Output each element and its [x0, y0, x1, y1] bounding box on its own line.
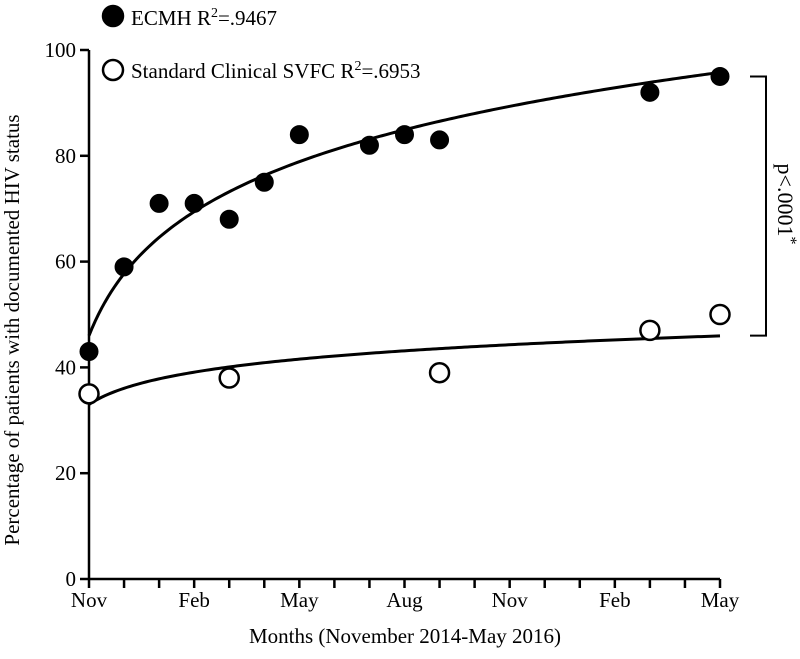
point-ecmh	[219, 209, 239, 229]
x-tick-label: May	[701, 588, 740, 612]
x-tick-label: May	[280, 588, 319, 612]
legend-svfc-name: Standard Clinical SVFC	[131, 59, 335, 83]
point-ecmh	[395, 125, 414, 145]
fit-curve-1	[88, 334, 721, 406]
legend-ecmh-r2: .9467	[230, 6, 277, 30]
point-ecmh	[254, 172, 274, 192]
legend-label-ecmh: ECMH R2=.9467	[131, 6, 277, 30]
point-ecmh	[359, 135, 379, 155]
point-svfc	[639, 319, 661, 342]
point-svfc	[218, 367, 240, 389]
y-tick-label: 80	[55, 144, 76, 168]
x-axis-title: Months (November 2014-May 2016)	[249, 624, 561, 648]
fit-curve-0	[87, 70, 721, 337]
point-ecmh	[114, 257, 134, 277]
data-points	[78, 66, 731, 405]
legend: ECMH R2=.9467 Standard Clinical SVFC R2=…	[101, 4, 421, 83]
point-ecmh	[640, 82, 660, 102]
x-tick-label: Feb	[178, 588, 210, 612]
point-ecmh	[430, 130, 450, 150]
y-axis-title: Percentage of patients with documented H…	[0, 114, 24, 545]
x-tick-label: Feb	[599, 588, 631, 612]
point-ecmh	[710, 66, 730, 86]
point-svfc	[709, 303, 731, 326]
y-tick-label: 100	[45, 38, 77, 62]
significance-annotation: p<.0001*	[750, 75, 799, 337]
point-svfc	[428, 361, 451, 384]
point-ecmh	[149, 193, 169, 213]
x-tick-label: Nov	[492, 588, 529, 612]
point-ecmh	[79, 342, 99, 362]
y-tick-label: 20	[55, 461, 76, 485]
legend-label-svfc: Standard Clinical SVFC R2=.6953	[131, 59, 421, 83]
y-tick-label: 0	[66, 567, 77, 591]
fit-curves	[87, 70, 721, 406]
significance-label: p<.0001*	[773, 164, 799, 245]
legend-marker-ecmh	[101, 4, 125, 28]
significance-text: p<.0001	[773, 164, 798, 237]
legend-svfc-r2: .6953	[373, 59, 420, 83]
y-tick-label: 40	[55, 355, 76, 379]
significance-superscript: *	[782, 236, 799, 244]
x-ticks: Nov Feb May Aug Nov Feb May	[71, 579, 740, 612]
point-ecmh	[184, 193, 204, 213]
legend-marker-svfc	[101, 58, 125, 82]
legend-ecmh-name: ECMH	[131, 6, 192, 30]
x-tick-label: Nov	[71, 588, 108, 612]
y-ticks: 0 20 40 60 80 100	[45, 38, 89, 591]
x-tick-label: Aug	[386, 588, 423, 612]
point-ecmh	[289, 125, 309, 145]
point-svfc	[78, 383, 100, 405]
y-tick-label: 60	[55, 250, 76, 274]
significance-bracket	[750, 75, 767, 337]
